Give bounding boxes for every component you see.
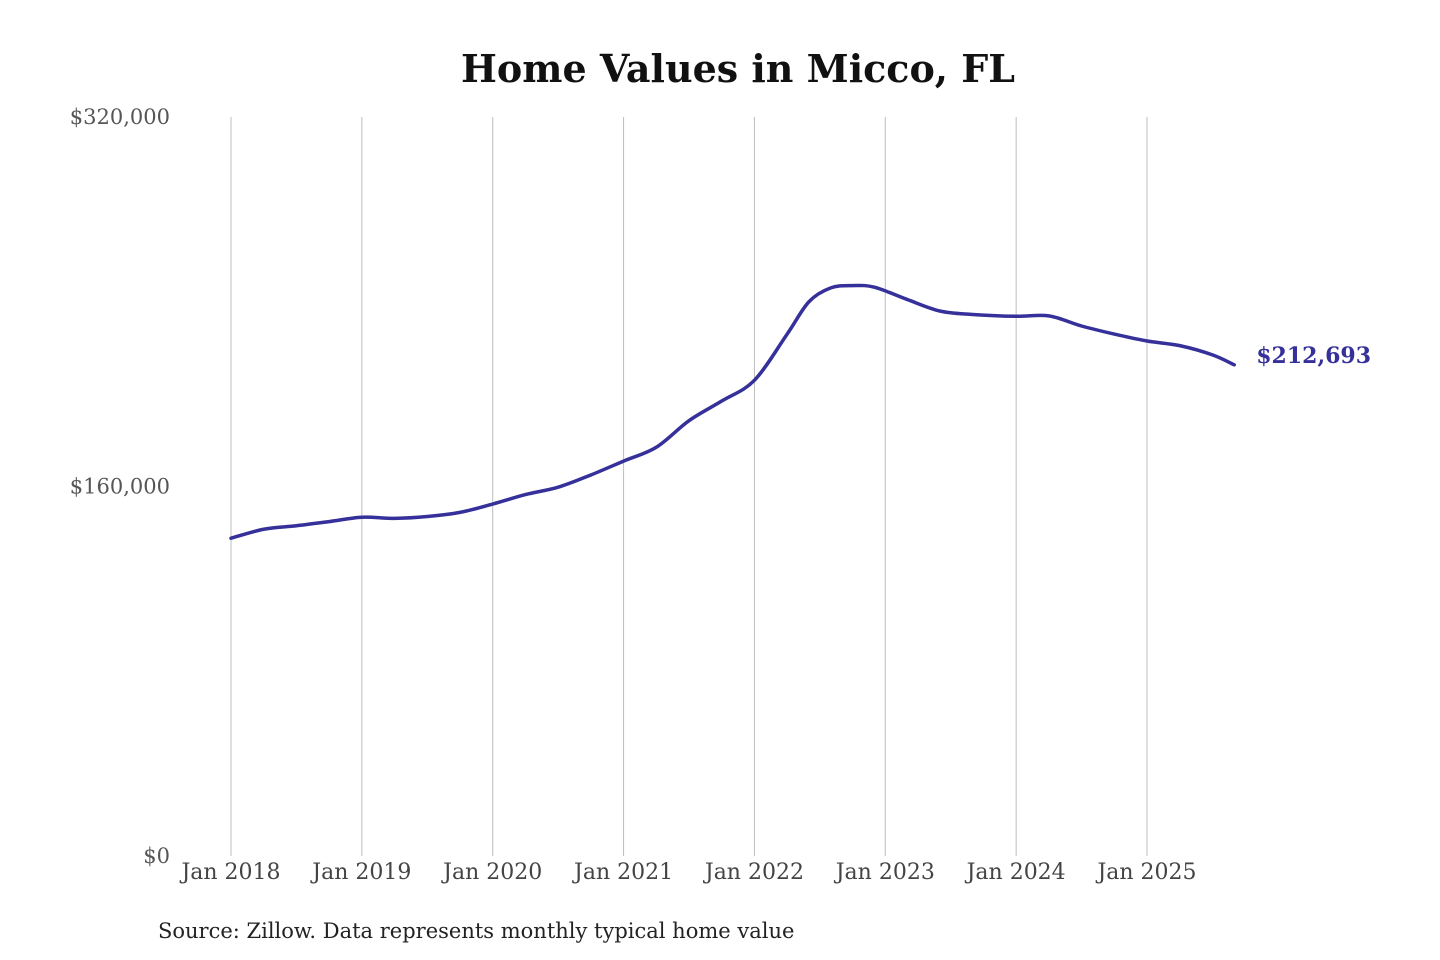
y-tick-label: $0 [143, 844, 170, 868]
x-tick-label: Jan 2020 [441, 860, 542, 885]
chart-title: Home Values in Micco, FL [461, 46, 1015, 91]
gridlines [230, 117, 1148, 856]
x-tick-label: Jan 2024 [965, 860, 1066, 885]
x-tick-label: Jan 2019 [310, 860, 411, 885]
x-tick-label: Jan 2022 [703, 860, 804, 885]
y-axis-tick-labels: $0 $160,000 $320,000 [70, 105, 170, 868]
x-axis-tick-labels: Jan 2018 Jan 2019 Jan 2020 Jan 2021 Jan 2022… [179, 860, 1196, 885]
y-tick-label: $320,000 [70, 105, 170, 129]
source-note: Source: Zillow. Data represents monthly … [158, 919, 794, 943]
x-tick-label: Jan 2018 [179, 860, 280, 885]
y-tick-label: $160,000 [70, 475, 170, 499]
end-value-label: $212,693 [1256, 343, 1371, 369]
x-tick-label: Jan 2023 [834, 860, 935, 885]
x-tick-label: Jan 2025 [1095, 860, 1196, 885]
series-layer [229, 283, 1236, 540]
x-tick-label: Jan 2021 [572, 860, 673, 885]
series-line-home-value [229, 283, 1236, 540]
